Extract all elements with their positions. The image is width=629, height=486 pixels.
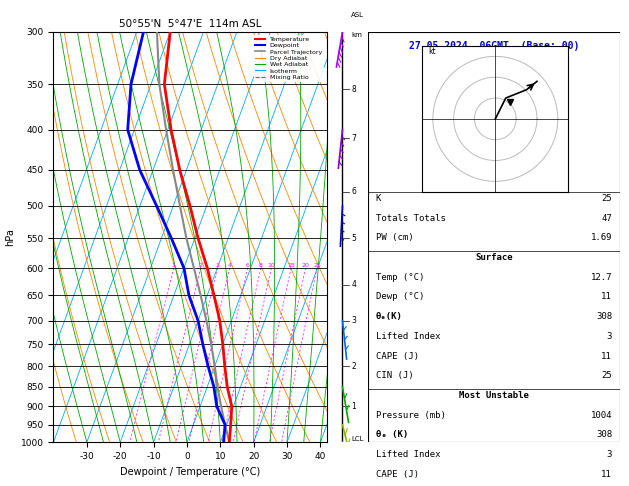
Text: 11: 11 [601, 470, 612, 479]
Text: 11: 11 [601, 351, 612, 361]
Text: 4: 4 [351, 280, 356, 289]
Text: CAPE (J): CAPE (J) [376, 351, 418, 361]
Text: 20: 20 [301, 263, 309, 268]
Text: 1: 1 [351, 402, 356, 411]
Text: 11: 11 [601, 293, 612, 301]
Text: 2: 2 [351, 362, 356, 371]
Text: 7: 7 [351, 134, 356, 142]
Text: ASL: ASL [351, 12, 364, 18]
Text: 8: 8 [351, 85, 356, 93]
Text: θₑ (K): θₑ (K) [376, 430, 408, 439]
Text: 1: 1 [172, 263, 175, 268]
Text: 308: 308 [596, 430, 612, 439]
Text: 25: 25 [601, 371, 612, 380]
Text: km: km [351, 33, 362, 38]
X-axis label: Dewpoint / Temperature (°C): Dewpoint / Temperature (°C) [120, 467, 260, 477]
Text: 27.05.2024  06GMT  (Base: 00): 27.05.2024 06GMT (Base: 00) [409, 41, 579, 51]
Text: 3: 3 [216, 263, 220, 268]
Title: 50°55'N  5°47'E  114m ASL: 50°55'N 5°47'E 114m ASL [119, 19, 262, 30]
Text: 1.69: 1.69 [591, 233, 612, 242]
Text: 1004: 1004 [591, 411, 612, 419]
Text: Dewp (°C): Dewp (°C) [376, 293, 424, 301]
Text: Totals Totals: Totals Totals [376, 213, 445, 223]
Text: 2: 2 [199, 263, 203, 268]
Text: 3: 3 [351, 316, 356, 325]
Text: Temp (°C): Temp (°C) [376, 273, 424, 282]
Text: PW (cm): PW (cm) [376, 233, 413, 242]
Text: Lifted Index: Lifted Index [376, 332, 440, 341]
Text: 6: 6 [351, 188, 356, 196]
Legend: Temperature, Dewpoint, Parcel Trajectory, Dry Adiabat, Wet Adiabat, Isotherm, Mi: Temperature, Dewpoint, Parcel Trajectory… [253, 35, 324, 82]
Text: 15: 15 [287, 263, 295, 268]
Text: θₑ(K): θₑ(K) [376, 312, 403, 321]
Text: 6: 6 [246, 263, 250, 268]
Text: Pressure (mb): Pressure (mb) [376, 411, 445, 419]
Text: 10: 10 [267, 263, 276, 268]
Text: 5: 5 [351, 234, 356, 243]
Text: 308: 308 [596, 312, 612, 321]
Text: Lifted Index: Lifted Index [376, 450, 440, 459]
Text: kt: kt [429, 47, 437, 56]
Text: LCL: LCL [351, 436, 364, 442]
Text: 47: 47 [601, 213, 612, 223]
Text: 25: 25 [601, 194, 612, 203]
Text: CAPE (J): CAPE (J) [376, 470, 418, 479]
Text: Surface: Surface [475, 253, 513, 262]
Text: 3: 3 [606, 332, 612, 341]
Text: Most Unstable: Most Unstable [459, 391, 529, 400]
Text: CIN (J): CIN (J) [376, 371, 413, 380]
Y-axis label: hPa: hPa [5, 228, 15, 246]
Text: K: K [376, 194, 381, 203]
Text: 4: 4 [228, 263, 231, 268]
Text: 3: 3 [606, 450, 612, 459]
Text: 8: 8 [259, 263, 263, 268]
Text: 25: 25 [313, 263, 321, 268]
Text: 12.7: 12.7 [591, 273, 612, 282]
